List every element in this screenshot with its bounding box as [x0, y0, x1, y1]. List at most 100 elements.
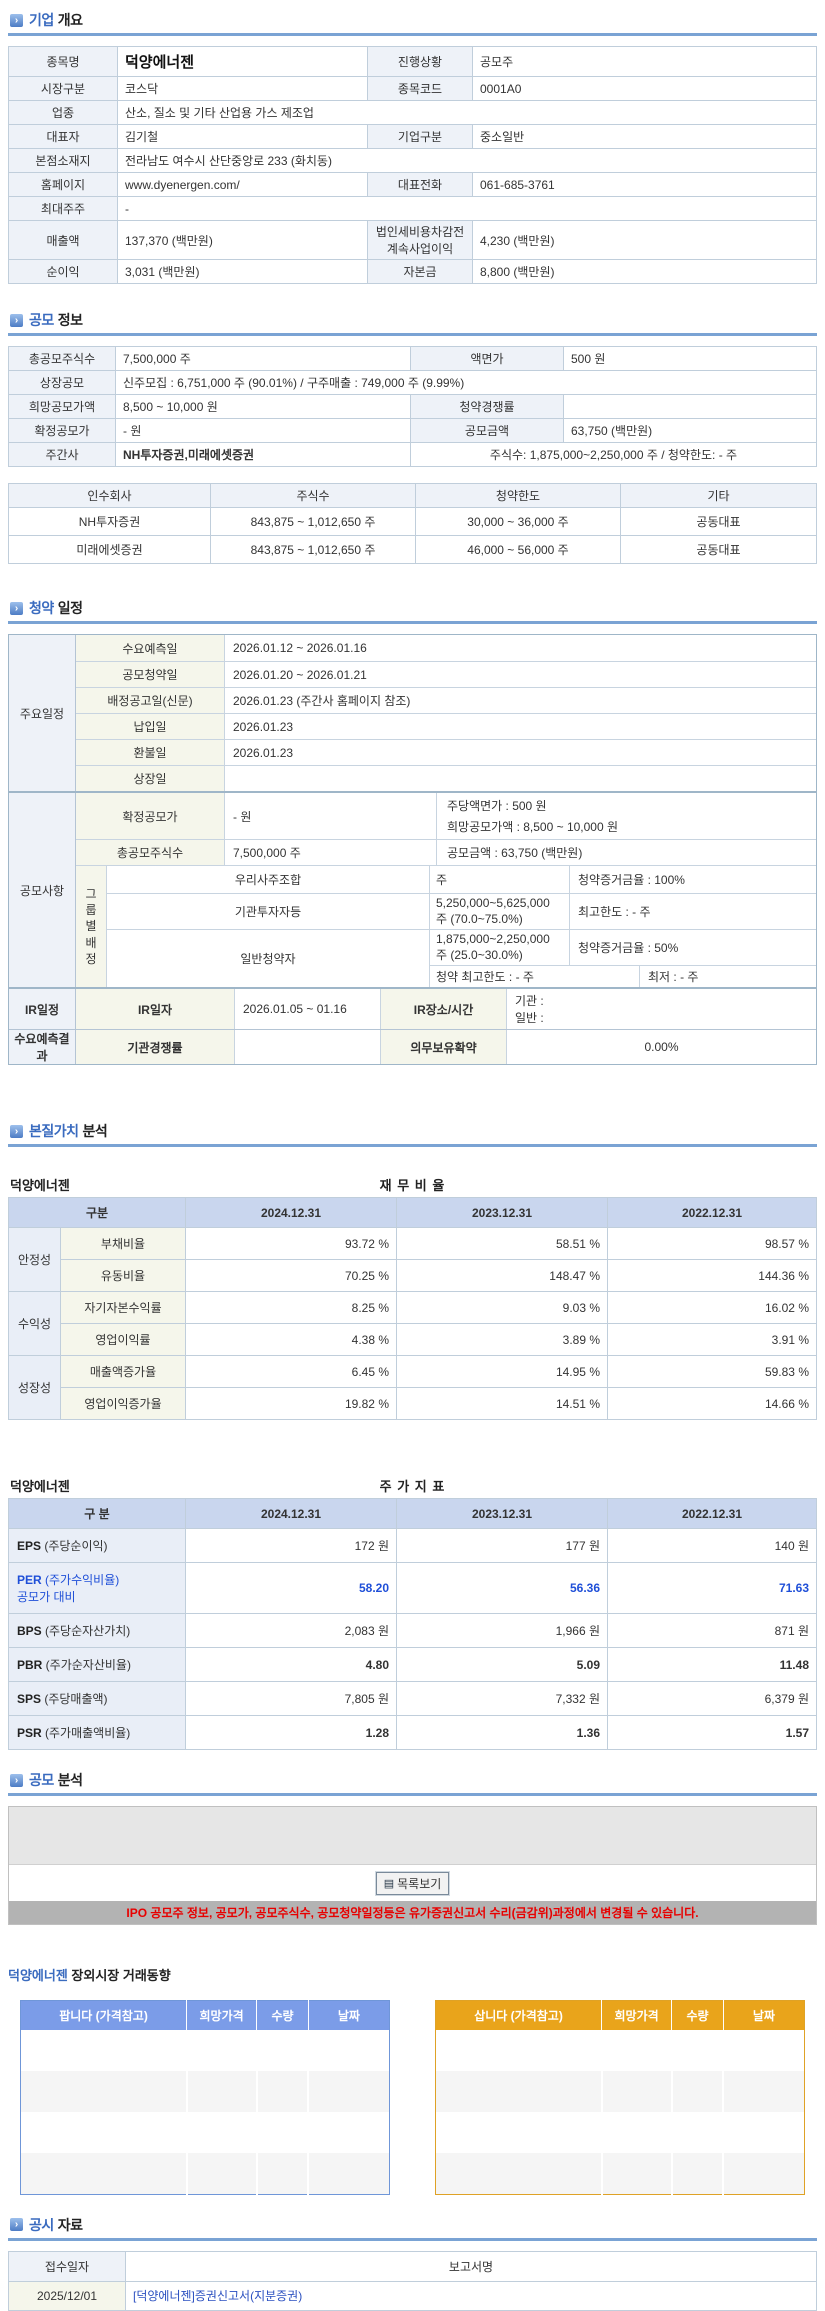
section-rule	[8, 621, 817, 624]
indicator-value: 1,966 원	[396, 1613, 608, 1648]
indicator-value: 177 원	[396, 1528, 608, 1563]
indicator-label: PSR (주가매출액비율)	[8, 1715, 186, 1750]
empty-cell	[185, 2153, 257, 2194]
ratio-value: 144.36 %	[607, 1259, 817, 1292]
empty-cell	[255, 2030, 309, 2071]
pretax-income-value: 4,230 (백만원)	[472, 220, 817, 260]
indicator-label: SPS (주당매출액)	[8, 1681, 186, 1716]
phone-label: 대표전화	[367, 172, 473, 197]
homepage-link[interactable]: www.dyenergen.com/	[117, 172, 368, 197]
year-header: 2023.12.31	[396, 1197, 608, 1228]
table-row: 순이익 3,031 (백만원) 자본금 8,800 (백만원)	[8, 259, 817, 284]
otc-empty-row	[435, 2153, 805, 2194]
listing-label: 상장공모	[8, 370, 116, 395]
table-row: 업종 산소, 질소 및 기타 산업용 가스 제조업	[8, 100, 817, 125]
list-view-button[interactable]: ▤ 목록보기	[374, 1870, 451, 1896]
table-row: SPS (주당매출액) 7,805 원 7,332 원 6,379 원	[8, 1681, 817, 1716]
empty-cell	[600, 2112, 672, 2153]
section-header: › 공시 자료	[8, 2211, 817, 2238]
indicator-value: 2,083 원	[185, 1613, 397, 1648]
company-name: 덕양에너젠	[8, 1968, 68, 1983]
empty-cell	[722, 2112, 805, 2153]
indicator-code: SPS	[17, 1692, 42, 1706]
hq-label: 본점소재지	[8, 148, 118, 173]
indicator-value: 172 원	[185, 1528, 397, 1563]
disclosure-report-link[interactable]: [덕양에너젠]증권신고서(지분증권)	[125, 2280, 817, 2311]
code-value: 0001A0	[472, 76, 817, 101]
schedule-row: 납입일 2026.01.23	[76, 713, 816, 739]
company-name: 덕양에너젠	[10, 1479, 70, 1494]
section-title-accent: 공모	[29, 1772, 54, 1788]
allocation-group: 그룹별배정 우리사주조합 주 청약증거금율 : 100% 기관투자자등 5,25…	[76, 865, 816, 987]
lead-underwriter-value: NH투자증권,미래에셋증권	[115, 442, 411, 467]
section-title-rest: 분석	[82, 1123, 108, 1139]
industry-label: 업종	[8, 100, 118, 125]
section-header: › 청약 일정	[8, 594, 817, 621]
table-title: 주 가 지 표	[379, 1479, 446, 1494]
total-shares-label: 총공모주식수	[8, 346, 116, 371]
ir-place-line: 기관 :	[515, 994, 544, 1008]
table-row: BPS (주당순자산가치) 2,083 원 1,966 원 871 원	[8, 1613, 817, 1648]
allocation-subrow: 청약 최고한도 : - 주 최저 : - 주	[429, 965, 816, 987]
table-row: 시장구분 코스닥 종목코드 0001A0	[8, 76, 817, 101]
empty-cell	[670, 2112, 724, 2153]
section-header: › 본질가치 분석	[8, 1117, 817, 1144]
table-row: 주간사 NH투자증권,미래에셋증권 주식수: 1,875,000~2,250,0…	[8, 442, 817, 467]
table-row: 수익성 자기자본수익률 8.25 % 9.03 % 16.02 %	[8, 1291, 817, 1356]
ratio-value: 14.95 %	[396, 1355, 608, 1388]
price-col-header: 희망가격	[601, 2000, 672, 2030]
table-row: 영업이익증가율 19.82 % 14.51 % 14.66 %	[9, 1387, 817, 1420]
subscription-schedule-table: 주요일정 수요예측일 2026.01.12 ~ 2026.01.16 공모청약일…	[8, 634, 817, 1065]
lockup-value: 0.00%	[506, 1030, 816, 1064]
empty-cell	[722, 2071, 805, 2112]
industry-value: 산소, 질소 및 기타 산업용 가스 제조업	[117, 100, 817, 125]
section-bullet-icon: ›	[10, 601, 23, 615]
year-header: 2022.12.31	[607, 1498, 817, 1529]
empty-cell	[600, 2030, 672, 2071]
company-overview-table: 종목명 덕양에너젠 진행상황 공모주 시장구분 코스닥 종목코드 0001A0 …	[8, 46, 817, 284]
table-header-row: 구 분 2024.12.31 2023.12.31 2022.12.31	[8, 1498, 817, 1529]
hq-value: 전라남도 여수시 산단중앙로 233 (화치동)	[117, 148, 817, 173]
empty-cell	[670, 2071, 724, 2112]
otc-empty-row	[435, 2071, 805, 2112]
status-label: 진행상황	[367, 46, 473, 77]
competition-value	[563, 394, 817, 419]
ratio-name: 영업이익률	[60, 1323, 186, 1356]
ratio-value: 98.57 %	[607, 1227, 817, 1260]
ratio-group: 수익성	[8, 1291, 61, 1356]
row-value: 2026.01.23 (주간사 홈페이지 참조)	[224, 688, 816, 713]
otc-title-rest: 장외시장 거래동향	[67, 1968, 171, 1983]
empty-cell	[436, 2112, 602, 2153]
section-bullet-icon: ›	[10, 1124, 23, 1138]
row-label: 공모청약일	[76, 662, 224, 687]
underwriter-shares: 843,875 ~ 1,012,650 주	[210, 507, 416, 536]
allocation-note: 청약증거금율 : 100%	[569, 866, 816, 893]
indicator-value: 7,805 원	[185, 1681, 397, 1716]
shares-col-header: 주식수	[210, 483, 416, 508]
indicator-value: 871 원	[607, 1613, 817, 1648]
table-row: 매출액 137,370 (백만원) 법인세비용차감전 계속사업이익 4,230 …	[8, 220, 817, 260]
schedule-row: 환불일 2026.01.23	[76, 739, 816, 765]
section-bullet-icon: ›	[10, 313, 23, 327]
section-title: 공모 분석	[29, 1770, 83, 1790]
forecast-rate-label: 기관경쟁률	[76, 1030, 234, 1064]
ipo-info-table: 총공모주식수 7,500,000 주 액면가 500 원 상장공모 신주모집 :…	[8, 346, 817, 467]
analysis-empty-area	[9, 1807, 816, 1865]
empty-cell	[255, 2112, 309, 2153]
price-notes: 주당액면가 : 500 원 희망공모가액 : 8,500 ~ 10,000 원	[436, 793, 816, 839]
table-row: 상장공모 신주모집 : 6,751,000 주 (90.01%) / 구주매출 …	[8, 370, 817, 395]
indicator-label: PER (주가수익비율) 공모가 대비	[8, 1562, 186, 1614]
report-link-text[interactable]: [덕양에너젠]증권신고서(지분증권)	[133, 2289, 303, 2303]
ratio-value: 6.45 %	[185, 1355, 397, 1388]
empty-cell	[670, 2030, 724, 2071]
underwriter-etc: 공동대표	[620, 535, 817, 564]
ratio-value: 19.82 %	[185, 1387, 397, 1420]
table-row: 대표자 김기철 기업구분 중소일반	[8, 124, 817, 149]
otc-section-title: 덕양에너젠 장외시장 거래동향	[8, 1965, 817, 1984]
indicator-value: 6,379 원	[607, 1681, 817, 1716]
empty-cell	[255, 2153, 309, 2194]
allocation-name: 일반청약자	[107, 930, 429, 987]
empty-cell	[670, 2153, 724, 2194]
report-col-header: 보고서명	[125, 2250, 817, 2282]
date-col-header: 접수일자	[8, 2250, 126, 2282]
